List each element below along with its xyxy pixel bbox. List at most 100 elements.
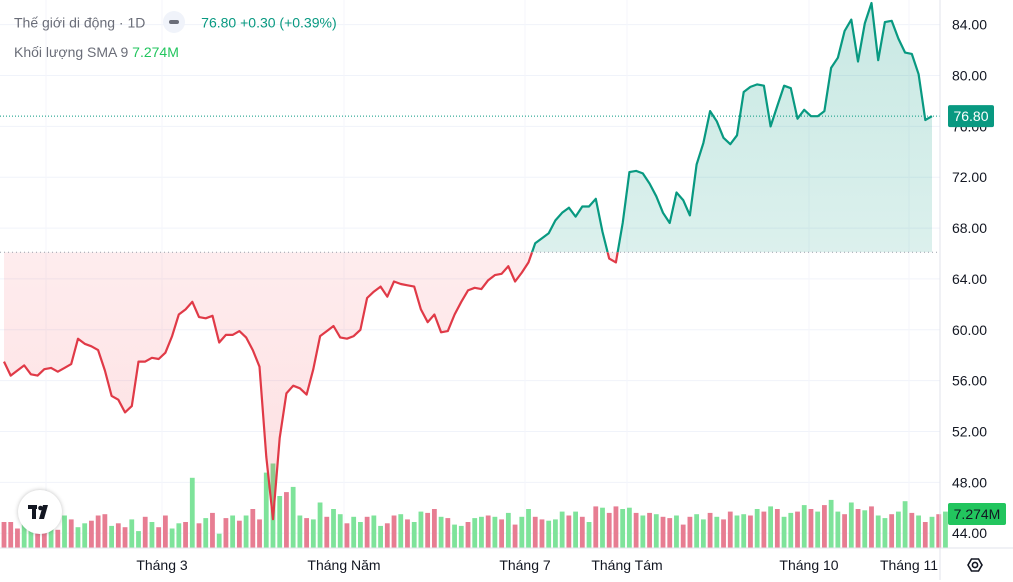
volume-bar bbox=[895, 511, 901, 548]
volume-bar bbox=[748, 515, 753, 548]
volume-bar bbox=[122, 527, 128, 548]
volume-bar bbox=[21, 516, 27, 548]
volume-bar bbox=[788, 512, 794, 548]
volume-bar bbox=[290, 486, 296, 548]
volume-bar bbox=[842, 514, 847, 548]
volume-bar bbox=[55, 529, 61, 548]
volume-bar bbox=[102, 514, 108, 548]
volume-bar bbox=[539, 519, 545, 548]
volume-bar bbox=[68, 519, 74, 548]
volume-bar bbox=[721, 519, 726, 548]
last-price-badge bbox=[948, 105, 994, 128]
volume-bar bbox=[754, 509, 760, 548]
volume-bar bbox=[189, 477, 195, 548]
volume-bar bbox=[519, 516, 525, 548]
volume-badge bbox=[948, 503, 1006, 525]
time-tick-label: Tháng Tám bbox=[591, 557, 662, 573]
price-tick-label: 80.00 bbox=[952, 68, 987, 84]
time-tick-label: Tháng Năm bbox=[307, 557, 380, 573]
volume-bar bbox=[136, 531, 141, 548]
hide-legend-toggle-icon[interactable] bbox=[163, 11, 186, 33]
legend-dot: · bbox=[118, 14, 124, 31]
volume-bar bbox=[176, 523, 182, 548]
volume-bar bbox=[378, 525, 383, 548]
volume-bar bbox=[324, 516, 330, 548]
volume-bar bbox=[169, 528, 175, 548]
volume-bar bbox=[230, 515, 236, 548]
tradingview-logo-icon[interactable] bbox=[18, 490, 62, 534]
settings-gear-icon[interactable] bbox=[962, 553, 988, 577]
area-fill-down bbox=[4, 252, 932, 520]
volume-indicator-value: 7.274M bbox=[132, 44, 179, 60]
price-change: +0.30 (+0.39%) bbox=[240, 14, 337, 31]
price-tick-label: 48.00 bbox=[952, 474, 987, 490]
volume-bar bbox=[364, 516, 370, 548]
volume-bar bbox=[82, 523, 88, 548]
symbol-name[interactable]: Thế giới di động bbox=[14, 14, 116, 31]
volume-bar bbox=[499, 519, 505, 548]
price-tick-label: 60.00 bbox=[952, 322, 987, 338]
time-tick-label: Tháng 3 bbox=[136, 557, 188, 573]
volume-bar bbox=[203, 518, 209, 548]
volume-bar bbox=[183, 522, 188, 548]
volume-bar bbox=[532, 516, 538, 548]
volume-bar bbox=[553, 519, 558, 548]
volume-bar bbox=[75, 527, 81, 548]
volume-bar bbox=[707, 512, 713, 548]
volume-indicator-label[interactable]: Khối lượng SMA 9 bbox=[14, 44, 129, 60]
volume-bar bbox=[559, 511, 565, 548]
price-axis[interactable]: 88.0084.0080.0076.0072.0068.0064.0060.00… bbox=[948, 0, 1006, 541]
price-tick-label: 52.00 bbox=[952, 424, 987, 440]
interval-label[interactable]: 1D bbox=[127, 14, 146, 31]
volume-bar bbox=[869, 506, 874, 548]
volume-bar bbox=[801, 505, 807, 548]
symbol-legend: Thế giới di động · 1D 76.80 +0.30 (+0.39… bbox=[14, 11, 337, 35]
area-fills bbox=[4, 3, 932, 520]
volume-bar bbox=[922, 522, 928, 548]
volume-bars bbox=[1, 463, 948, 548]
volume-bar bbox=[936, 514, 942, 548]
volume-bar bbox=[633, 512, 639, 548]
volume-bar bbox=[223, 518, 229, 548]
volume-bar bbox=[109, 525, 114, 548]
volume-bar bbox=[700, 519, 706, 548]
volume-bar bbox=[653, 514, 659, 548]
volume-bar bbox=[115, 523, 121, 548]
volume-bar bbox=[795, 511, 800, 548]
volume-bar bbox=[546, 520, 552, 548]
volume-bar bbox=[48, 528, 54, 548]
volume-bar bbox=[310, 519, 316, 548]
volume-bar bbox=[35, 528, 41, 548]
volume-bar bbox=[694, 514, 700, 548]
volume-bar bbox=[526, 509, 531, 548]
volume-bar bbox=[95, 515, 101, 548]
volume-bar bbox=[727, 511, 733, 548]
volume-bar bbox=[438, 516, 444, 548]
volume-bar bbox=[855, 509, 861, 548]
volume-bar bbox=[848, 502, 854, 548]
volume-bar bbox=[196, 523, 202, 548]
volume-bar bbox=[606, 512, 612, 548]
volume-bar bbox=[445, 518, 451, 548]
volume-bar bbox=[909, 512, 915, 548]
volume-bar bbox=[405, 519, 410, 548]
volume-bar bbox=[398, 514, 404, 548]
price-tick-label: 84.00 bbox=[952, 17, 987, 33]
volume-bar bbox=[210, 512, 215, 548]
volume-bar bbox=[142, 516, 148, 548]
volume-bar bbox=[579, 516, 585, 548]
last-price: 76.80 bbox=[201, 14, 237, 31]
time-tick-label: Tháng 10 bbox=[779, 557, 838, 573]
volume-bar bbox=[15, 528, 20, 548]
volume-bar bbox=[331, 509, 336, 548]
volume-bar bbox=[431, 509, 437, 548]
area-fill-up bbox=[532, 3, 932, 253]
volume-bar bbox=[317, 502, 323, 548]
volume-bar bbox=[781, 516, 787, 548]
volume-bar bbox=[512, 524, 518, 548]
volume-bar bbox=[916, 515, 921, 548]
volume-bar bbox=[680, 524, 686, 548]
volume-bar bbox=[418, 511, 424, 548]
